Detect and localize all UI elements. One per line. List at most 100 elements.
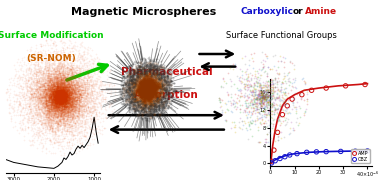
Point — [138, 89, 144, 92]
Point — [51, 107, 57, 110]
Point — [57, 96, 63, 99]
Point — [58, 90, 64, 93]
Point — [47, 85, 53, 88]
Point — [132, 97, 138, 100]
Point — [58, 121, 64, 123]
Point — [59, 100, 65, 102]
Point — [53, 94, 59, 97]
Point — [131, 106, 137, 109]
Point — [64, 85, 70, 88]
Point — [62, 102, 68, 105]
Point — [37, 90, 43, 93]
Point — [62, 96, 68, 99]
Point — [55, 94, 61, 96]
Point — [145, 88, 151, 91]
Point — [58, 96, 64, 99]
Point — [85, 105, 91, 108]
Point — [147, 58, 153, 61]
Point — [143, 96, 149, 99]
Point — [42, 77, 48, 80]
Point — [97, 69, 103, 72]
Point — [61, 101, 67, 103]
Point — [155, 76, 161, 79]
Point — [61, 118, 67, 121]
Point — [136, 93, 142, 96]
Point — [143, 94, 149, 96]
Point — [263, 99, 269, 102]
Point — [40, 110, 46, 112]
Point — [62, 96, 68, 99]
Point — [151, 101, 157, 104]
Point — [145, 89, 151, 92]
Point — [72, 92, 78, 95]
Point — [68, 87, 74, 90]
Point — [154, 73, 160, 76]
Point — [139, 84, 146, 87]
Point — [259, 100, 265, 103]
Point — [58, 96, 64, 99]
Point — [156, 106, 162, 109]
Point — [132, 90, 138, 93]
Point — [42, 93, 48, 96]
Point — [22, 80, 28, 83]
Point — [53, 88, 59, 91]
Point — [47, 91, 53, 94]
Point — [35, 105, 41, 108]
Point — [144, 86, 150, 89]
Point — [57, 95, 63, 98]
Point — [146, 88, 152, 91]
Point — [56, 71, 62, 74]
Point — [57, 100, 63, 103]
Point — [61, 103, 67, 106]
Point — [78, 104, 84, 107]
Point — [62, 104, 68, 107]
Point — [60, 107, 66, 110]
Point — [166, 96, 172, 99]
Point — [94, 55, 101, 58]
Point — [144, 85, 150, 88]
Point — [131, 77, 137, 80]
Point — [65, 71, 71, 74]
Point — [129, 91, 135, 94]
Point — [34, 106, 40, 109]
Point — [80, 105, 86, 108]
Point — [57, 114, 64, 117]
Point — [78, 107, 84, 110]
Point — [57, 96, 64, 99]
Point — [47, 111, 53, 114]
Point — [155, 80, 161, 83]
Point — [130, 73, 136, 76]
Point — [167, 93, 174, 96]
Point — [55, 95, 61, 98]
Point — [290, 103, 296, 106]
Point — [144, 88, 150, 91]
Point — [143, 86, 149, 89]
Point — [64, 111, 70, 113]
Point — [57, 95, 63, 98]
Point — [56, 94, 62, 97]
Point — [260, 96, 266, 99]
Point — [48, 74, 54, 77]
Point — [70, 110, 76, 113]
Point — [56, 100, 62, 103]
Point — [44, 104, 50, 107]
Point — [283, 82, 289, 85]
Point — [54, 113, 60, 116]
Point — [51, 68, 57, 71]
Point — [35, 90, 41, 93]
Point — [59, 99, 65, 102]
Point — [147, 87, 153, 90]
Point — [50, 111, 56, 114]
Point — [140, 94, 146, 97]
Point — [146, 82, 152, 84]
Point — [253, 79, 259, 82]
Point — [147, 85, 153, 88]
Point — [147, 87, 153, 89]
Point — [264, 83, 270, 86]
Point — [58, 92, 64, 94]
Point — [146, 88, 152, 91]
Point — [50, 92, 56, 95]
Point — [59, 88, 65, 91]
Point — [59, 97, 65, 100]
Point — [57, 95, 64, 98]
